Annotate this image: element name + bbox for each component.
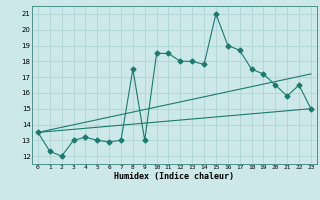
X-axis label: Humidex (Indice chaleur): Humidex (Indice chaleur) [115, 172, 234, 181]
